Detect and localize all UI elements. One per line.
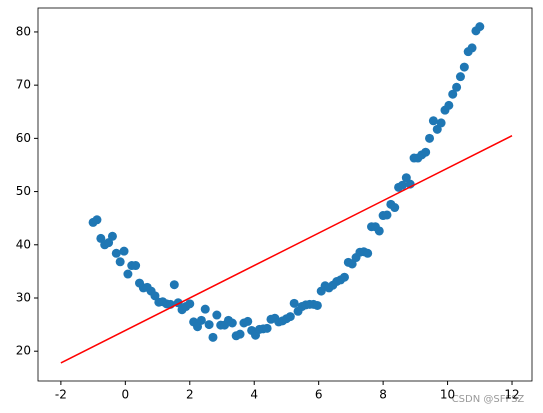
point xyxy=(92,215,102,225)
x-tick-label: 8 xyxy=(379,388,387,402)
point xyxy=(448,89,458,99)
point xyxy=(212,310,222,320)
y-tick-label: 60 xyxy=(16,131,31,145)
point xyxy=(289,298,299,308)
point xyxy=(459,62,469,72)
point xyxy=(475,22,485,32)
x-tick-label: 10 xyxy=(440,388,455,402)
point xyxy=(111,248,121,258)
axes-frame xyxy=(37,7,533,382)
point xyxy=(243,316,253,326)
point xyxy=(123,269,133,279)
point xyxy=(285,312,295,322)
x-tick-label: 4 xyxy=(250,388,258,402)
y-tick-label: 80 xyxy=(16,24,31,38)
point xyxy=(467,43,477,53)
point xyxy=(131,261,141,271)
point xyxy=(115,257,125,267)
point xyxy=(425,133,435,143)
point xyxy=(363,248,373,258)
watermark: CSDN @SFFSZ xyxy=(452,394,525,405)
y-tick-label: 40 xyxy=(16,237,31,251)
point xyxy=(455,72,465,82)
point xyxy=(390,203,400,213)
x-tick-label: 12 xyxy=(504,388,519,402)
point xyxy=(436,118,446,128)
y-tick-label: 50 xyxy=(16,184,31,198)
point xyxy=(185,299,195,309)
y-tick-label: 70 xyxy=(16,78,31,92)
fit-line xyxy=(60,135,513,364)
x-tick-label: 0 xyxy=(122,388,130,402)
x-tick-label: 6 xyxy=(315,388,323,402)
y-tick-label: 20 xyxy=(16,344,31,358)
point xyxy=(107,231,117,241)
point xyxy=(452,82,462,92)
point xyxy=(208,332,218,342)
point xyxy=(382,210,392,220)
point xyxy=(196,315,206,325)
x-tick-label: 2 xyxy=(186,388,194,402)
point xyxy=(421,147,431,157)
point xyxy=(312,300,322,310)
point xyxy=(169,280,179,290)
point xyxy=(444,100,454,110)
x-tick-label: -2 xyxy=(55,388,67,402)
point xyxy=(227,318,237,328)
point xyxy=(397,180,407,190)
point xyxy=(204,320,214,330)
point xyxy=(235,329,245,339)
point xyxy=(262,323,272,333)
point xyxy=(339,272,349,282)
point xyxy=(428,116,438,126)
point xyxy=(374,226,384,236)
point xyxy=(200,304,210,314)
y-tick-label: 30 xyxy=(16,290,31,304)
point xyxy=(119,246,129,256)
